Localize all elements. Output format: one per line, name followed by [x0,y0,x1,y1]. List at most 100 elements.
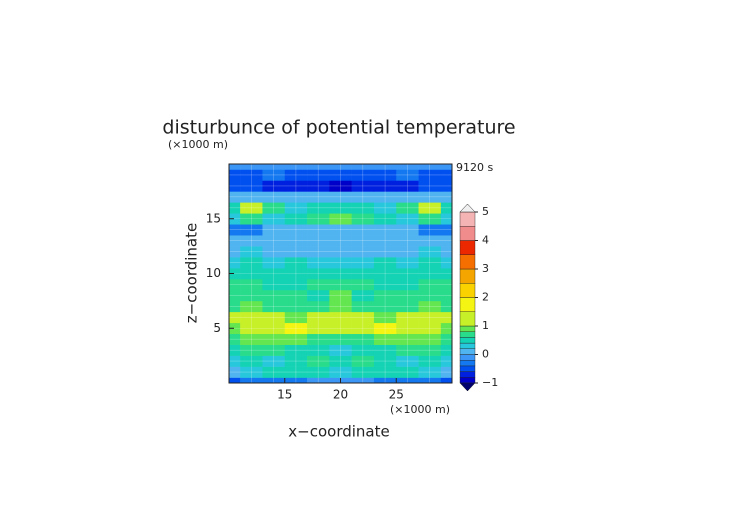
contour-cell [396,224,419,236]
contour-cell [307,322,330,335]
contour-cell [351,322,375,335]
contour-cell [396,278,419,291]
colorbar-segment [459,337,476,344]
contour-cell [418,377,442,383]
contour-cell [440,289,452,302]
x-unit: (×1000 m) [390,403,450,416]
contour-cell [262,224,286,236]
x-tick-label: 20 [333,388,348,402]
contour-cell [440,278,452,291]
contour-cell [307,377,330,383]
contour-cell [440,213,452,225]
contour-cell [307,355,330,367]
contour-cell [351,344,375,356]
chart-title: disturbunce of potential temperature [162,117,515,139]
contour-cell [440,366,452,378]
contour-cell [284,268,308,280]
contour-cell [440,377,452,383]
colorbar-segment [459,254,476,270]
contour-cell [396,213,419,225]
contour-cell [373,333,397,345]
contour-cell [396,355,419,367]
colorbar-segment [459,331,476,338]
colorbar-segment [459,371,476,378]
contour-cell [229,191,241,203]
contour-cell [262,366,286,378]
x-axis-label: x−coordinate [288,423,389,441]
contour-cell [307,366,330,378]
contour-cell [229,202,241,214]
contour-cell [329,164,352,170]
contour-cell [307,333,330,345]
contour-cell [329,169,352,181]
colorbar-segment [459,348,476,355]
contour-cell [307,257,330,269]
colorbar-tick-label: 5 [482,205,489,218]
contour-cell [284,169,308,181]
contour-cell [329,289,352,302]
contour-cell [284,333,308,345]
contour-cell [229,355,241,367]
contour-cell [418,278,442,291]
colorbar-tick-label: 4 [482,234,489,247]
colorbar-segment [459,240,476,255]
contour-cell [373,278,397,291]
contour-cell [240,191,263,203]
contour-cell [329,322,352,335]
contour-cell [240,268,263,280]
contour-cell [307,268,330,280]
colorbar-over [459,203,476,213]
colorbar-segment [459,360,476,367]
contour-cell [373,169,397,181]
contour-cell [351,377,375,383]
contour-cell [329,344,352,356]
contour-cell [240,300,263,313]
contour-cell [307,344,330,356]
contour-cell [418,300,442,313]
contour-cell [307,224,330,236]
contour-cell [418,180,442,192]
contour-cell [284,191,308,203]
contour-cell [329,311,352,324]
contour-cell [229,278,241,291]
contour-cell [373,322,397,335]
contour-cell [284,224,308,236]
contour-cell [329,257,352,269]
colorbar-tick-label: 2 [482,291,489,304]
contour-cell [229,366,241,378]
contour-cell [351,278,375,291]
contour-cell [329,180,352,192]
contour-cell [351,213,375,225]
contour-cell [396,257,419,269]
contour-cell [373,311,397,324]
contour-cell [240,169,263,181]
colorbar-segment [459,211,476,227]
y-tick-label: 5 [213,321,221,335]
contour-cell [396,246,419,258]
contour-cell [240,213,263,225]
contour-cell [229,257,241,269]
contour-cell [418,213,442,225]
contour-cell [262,377,286,383]
contour-cell [418,235,442,247]
y-tick-label: 15 [206,211,221,225]
colorbar-segment [459,325,476,332]
contour-cell [351,224,375,236]
contour-cell [284,289,308,302]
contour-cell [229,235,241,247]
contour-cell [284,377,308,383]
contour-cell [351,366,375,378]
contour-cell [240,322,263,335]
contour-cell [329,235,352,247]
contour-cell [440,246,452,258]
colorbar-segment [459,311,476,327]
contour-cell [229,300,241,313]
contour-cell [396,333,419,345]
contour-cell [396,202,419,214]
contour-cell [284,278,308,291]
contour-cell [329,355,352,367]
contour-cell [418,191,442,203]
contour-cell [440,169,452,181]
contour-cell [440,164,452,170]
